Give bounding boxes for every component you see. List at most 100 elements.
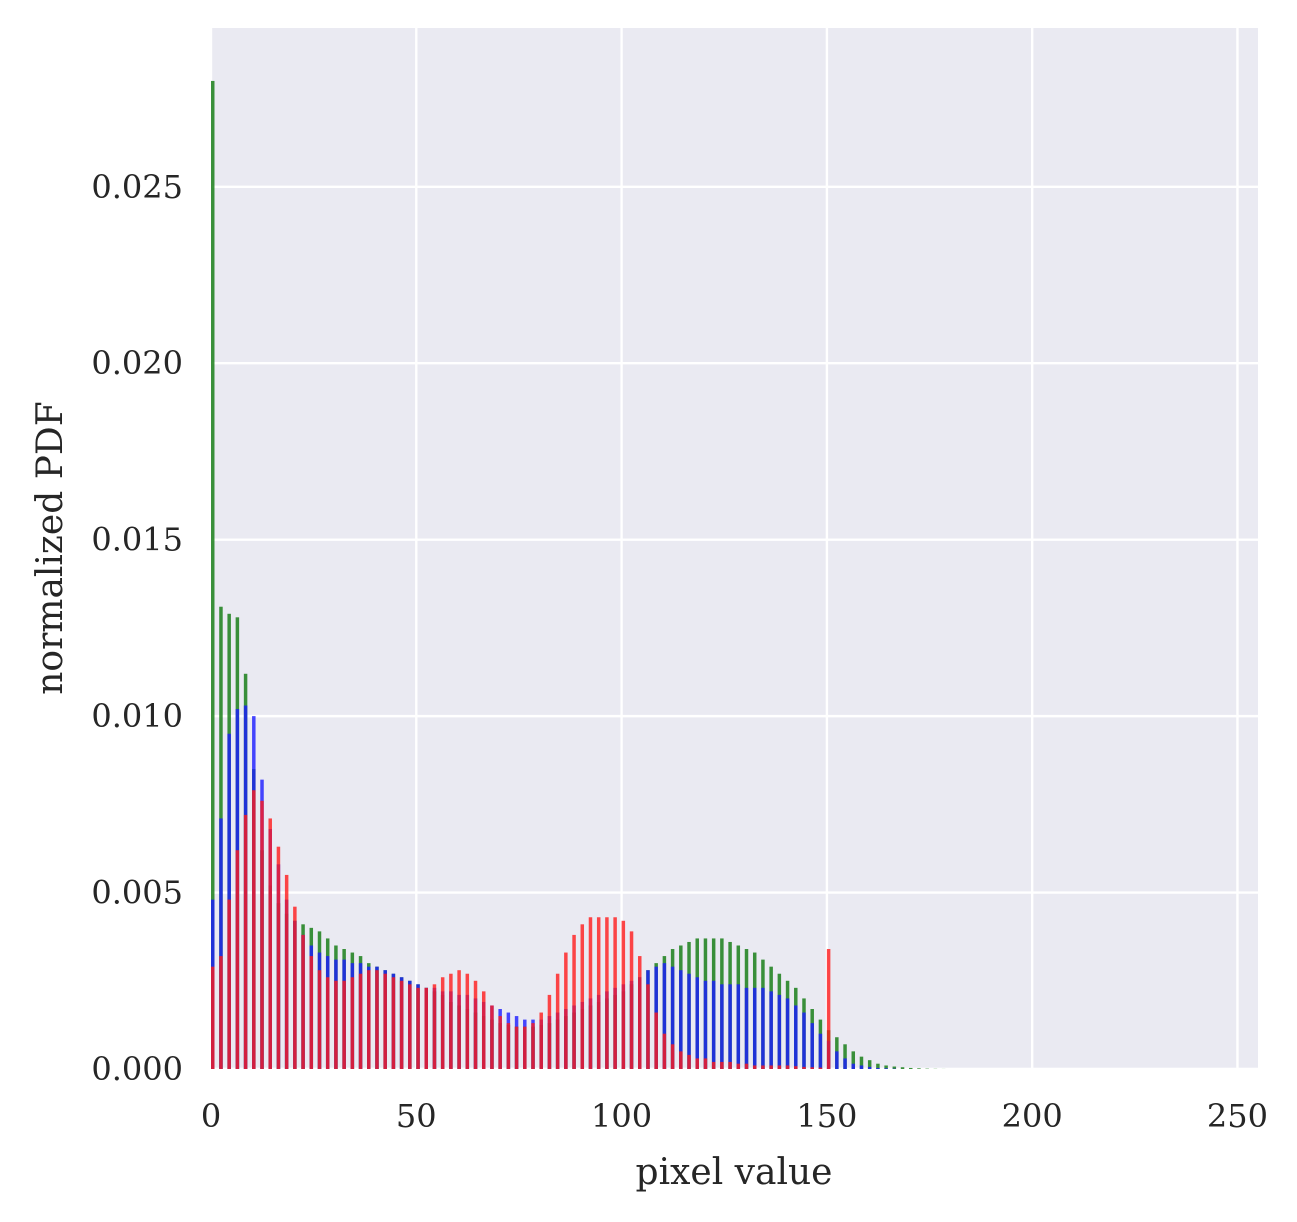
x-tick-label: 250: [1207, 1097, 1268, 1135]
histogram-bar: [613, 917, 617, 1069]
histogram-bar: [473, 980, 478, 1069]
histogram-bar: [876, 1063, 880, 1069]
histogram-bar: [810, 1023, 814, 1069]
histogram-bar: [391, 977, 396, 1069]
histogram-bar: [629, 931, 634, 1069]
histogram-bar: [654, 1012, 658, 1069]
histogram-bar: [367, 970, 371, 1069]
histogram-bar: [687, 1054, 691, 1069]
histogram-bar: [728, 984, 732, 1069]
histogram-bar: [711, 980, 716, 1069]
histogram-bar: [235, 850, 240, 1069]
histogram-bar: [317, 970, 322, 1069]
histogram-bar: [761, 1065, 765, 1069]
histogram-bar: [818, 1067, 823, 1069]
histogram-bar: [498, 1016, 502, 1069]
histogram-bar: [867, 1060, 872, 1069]
histogram-bar: [440, 977, 445, 1069]
y-tick-label: 0.025: [91, 168, 183, 206]
histogram-bar: [736, 1063, 741, 1069]
histogram-bar: [408, 984, 412, 1069]
histogram-bar: [662, 963, 667, 1069]
series-3: [211, 790, 831, 1069]
histogram-bar: [547, 994, 552, 1069]
histogram-bar: [769, 1065, 773, 1069]
histogram-bar: [703, 980, 708, 1069]
histogram-bar: [802, 1066, 806, 1069]
histogram-bar: [301, 934, 305, 1069]
histogram-bar: [843, 1058, 847, 1069]
histogram-bar: [892, 1066, 897, 1069]
histogram-bar: [695, 1058, 699, 1069]
histogram-bar: [687, 973, 691, 1069]
grid-lines: [209, 28, 1258, 1071]
histogram-bar: [703, 1058, 708, 1069]
histogram-bar: [876, 1067, 880, 1069]
histogram-bar: [884, 1068, 888, 1069]
histogram-bar: [523, 1026, 527, 1069]
histogram-bar: [358, 973, 363, 1069]
histogram-bar: [884, 1065, 888, 1069]
histogram-bar: [785, 998, 790, 1069]
x-axis-label: pixel value: [636, 1152, 833, 1193]
histogram-bar: [375, 970, 379, 1069]
histogram-bar: [383, 973, 387, 1069]
histogram-bar: [752, 987, 757, 1069]
histogram-bar: [284, 874, 289, 1069]
histogram-bar: [851, 1051, 856, 1069]
y-tick-label: 0.000: [91, 1050, 183, 1088]
histogram-bar: [851, 1063, 856, 1069]
histogram-bar: [260, 800, 264, 1069]
histogram-bar: [909, 1067, 913, 1069]
histogram-bar: [835, 1051, 839, 1069]
histogram-bar: [777, 994, 782, 1069]
histogram-bar: [646, 984, 650, 1069]
plot-background: [211, 28, 1258, 1069]
x-tick-label: 200: [1002, 1097, 1063, 1135]
histogram-bar: [564, 952, 568, 1069]
y-tick-label: 0.015: [91, 521, 183, 559]
histogram-bar: [293, 906, 297, 1069]
y-tick-labels: 0.000 0.005 0.010 0.015 0.020 0.025: [91, 168, 183, 1088]
histogram-bar: [679, 970, 683, 1069]
y-axis-label: normalized PDF: [30, 401, 71, 695]
histogram-bar: [670, 966, 675, 1069]
histogram-bar: [761, 987, 765, 1069]
x-tick-label: 0: [201, 1097, 221, 1135]
histogram-bar: [416, 987, 420, 1069]
histogram-bar: [917, 1068, 921, 1069]
histogram-bar: [531, 1023, 535, 1069]
histogram-bar: [695, 977, 699, 1069]
histogram-bar: [843, 1044, 847, 1069]
histogram-bar: [810, 1067, 814, 1069]
histogram-bar: [580, 924, 585, 1069]
y-tick-label: 0.010: [91, 697, 183, 735]
histogram-bar: [514, 1026, 519, 1069]
histogram-bar: [252, 790, 256, 1069]
histogram-bar: [539, 1012, 543, 1069]
histogram-bar: [211, 80, 215, 1070]
histogram-bar: [572, 934, 576, 1069]
histogram-bar: [449, 973, 453, 1069]
histogram-bar: [670, 1044, 675, 1069]
histogram-bar: [794, 1005, 798, 1069]
histogram-bar: [818, 1033, 823, 1069]
histogram-bar: [679, 1051, 683, 1069]
histogram-bar: [605, 917, 609, 1069]
histogram-bar: [219, 818, 223, 1069]
histogram-bar: [662, 1033, 667, 1069]
histogram-bar: [399, 980, 404, 1069]
histogram-bar: [777, 1065, 782, 1069]
histogram-bars: [211, 80, 946, 1070]
x-tick-label: 100: [591, 1097, 652, 1135]
histogram-bar: [506, 1023, 511, 1069]
histogram-bar: [219, 956, 223, 1069]
histogram-bar: [457, 970, 461, 1069]
histogram-bar: [794, 1066, 798, 1069]
histogram-bar: [859, 1065, 864, 1069]
histogram-bar: [728, 1061, 732, 1069]
histogram-bar: [555, 973, 560, 1069]
histogram-bar: [744, 1063, 749, 1069]
histogram-bar: [752, 1065, 757, 1069]
